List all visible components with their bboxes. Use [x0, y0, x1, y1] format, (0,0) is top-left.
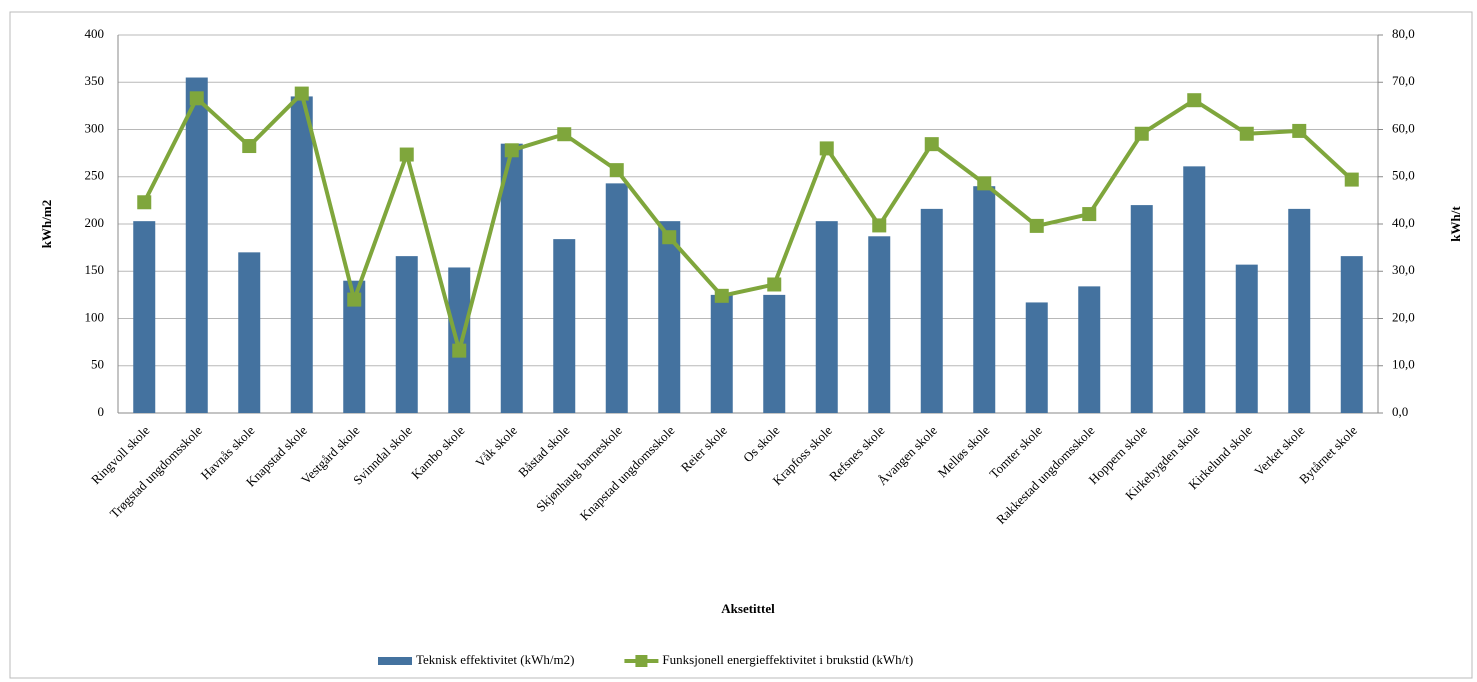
line-marker — [924, 137, 939, 152]
line-marker — [714, 288, 729, 303]
bar — [1078, 286, 1101, 413]
bar — [1183, 166, 1206, 413]
y-tick-label: 350 — [85, 73, 105, 88]
line-marker — [977, 176, 992, 191]
y2-tick-label: 60,0 — [1392, 120, 1415, 135]
y2-tick-label: 70,0 — [1392, 73, 1415, 88]
y2-tick-label: 80,0 — [1392, 26, 1415, 41]
bar — [1130, 205, 1153, 413]
line-marker — [294, 86, 309, 101]
bar — [658, 221, 681, 413]
bar — [710, 294, 733, 413]
y-tick-label: 200 — [85, 215, 105, 230]
line-marker — [1239, 126, 1254, 141]
bar — [133, 221, 156, 413]
y2-tick-label: 40,0 — [1392, 215, 1415, 230]
x-axis-title: Aksetittel — [721, 601, 775, 616]
line-marker — [452, 343, 467, 358]
y-tick-label: 400 — [85, 26, 105, 41]
y-tick-label: 100 — [85, 309, 105, 324]
line-marker — [347, 292, 362, 307]
line-marker — [504, 143, 519, 158]
line-marker — [609, 163, 624, 178]
line-marker — [1344, 172, 1359, 187]
line-marker — [767, 277, 782, 292]
legend-swatch — [378, 657, 412, 665]
y-tick-label: 150 — [85, 262, 105, 277]
y-tick-label: 250 — [85, 168, 105, 183]
line-marker — [557, 127, 572, 142]
line-marker — [189, 91, 204, 106]
bar — [238, 252, 261, 413]
line-marker — [242, 139, 257, 154]
line-marker — [1187, 93, 1202, 108]
line-marker — [137, 195, 152, 210]
line-marker — [872, 218, 887, 233]
line-marker — [1134, 126, 1149, 141]
legend-swatch — [635, 655, 648, 667]
line — [142, 91, 1354, 353]
bar — [448, 267, 471, 413]
y2-tick-label: 30,0 — [1392, 262, 1415, 277]
bar — [553, 239, 576, 413]
line-marker — [1082, 207, 1097, 222]
bar — [290, 96, 313, 414]
line-marker — [1292, 123, 1307, 138]
y2-tick-label: 0,0 — [1392, 404, 1408, 419]
y2-axis-title: kWh/t — [1448, 206, 1463, 242]
legend-label: Teknisk effektivitet (kWh/m2) — [416, 652, 574, 667]
line-marker — [819, 141, 834, 156]
line-marker — [1029, 218, 1044, 233]
y-tick-label: 50 — [91, 357, 104, 372]
y-axis-title: kWh/m2 — [39, 200, 54, 248]
y-tick-label: 0 — [98, 404, 105, 419]
bar — [395, 256, 418, 413]
bar — [868, 236, 891, 413]
bar — [815, 221, 838, 413]
bar — [763, 294, 786, 413]
bar — [1340, 256, 1363, 413]
legend-label: Funksjonell energieffektivitet i bruksti… — [662, 652, 913, 667]
bar — [1288, 208, 1311, 413]
bar — [605, 183, 628, 413]
bar — [1235, 264, 1258, 413]
bar — [973, 186, 996, 413]
bar — [1025, 302, 1048, 413]
y2-tick-label: 50,0 — [1392, 168, 1415, 183]
line-marker — [662, 230, 677, 245]
line-marker — [399, 147, 414, 162]
y-tick-label: 300 — [85, 120, 105, 135]
bar — [920, 208, 943, 413]
bar — [185, 77, 208, 414]
y2-tick-label: 10,0 — [1392, 357, 1415, 372]
bar — [343, 280, 366, 413]
bar — [500, 143, 523, 414]
y2-tick-label: 20,0 — [1392, 309, 1415, 324]
